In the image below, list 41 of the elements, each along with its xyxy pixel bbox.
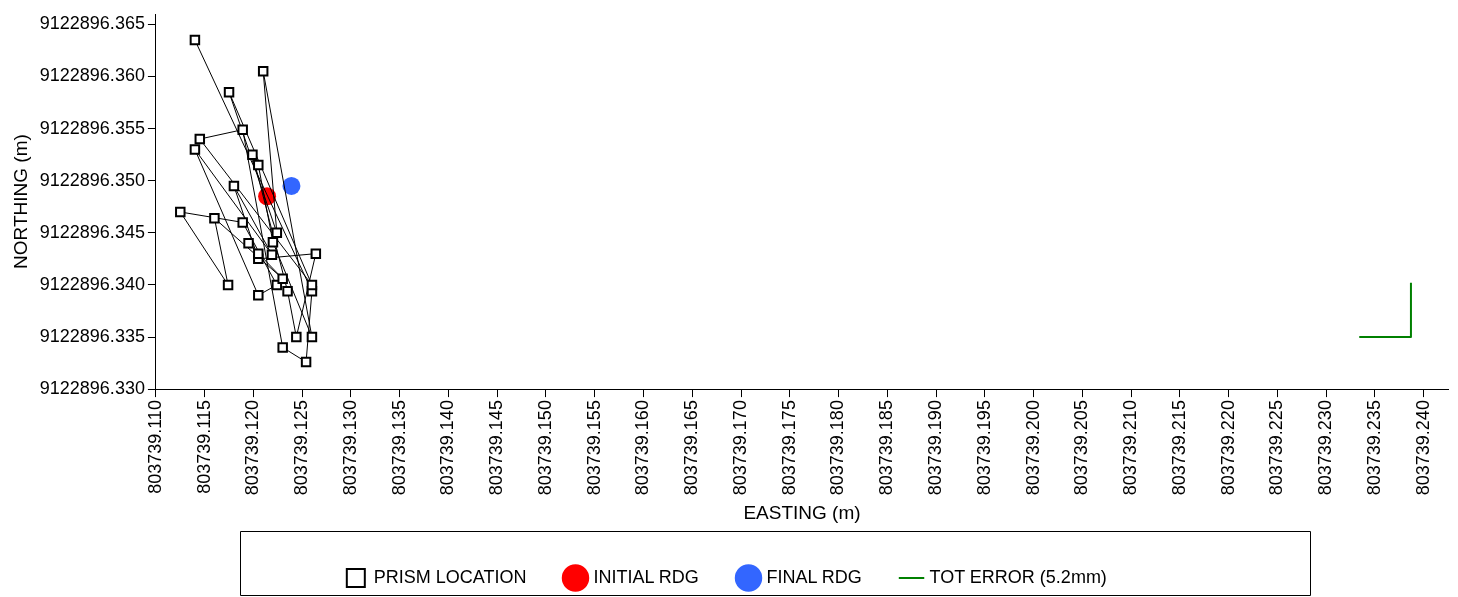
y-tick-label: 9122896.365	[39, 13, 145, 34]
x-tick-label: 803739.170	[729, 400, 750, 496]
y-tick-label: 9122896.350	[39, 169, 145, 190]
x-tick-label: 803739.115	[193, 400, 214, 494]
x-tick-label: 803739.200	[1022, 400, 1043, 496]
x-tick-label: 803739.165	[681, 400, 702, 496]
y-tick-label: 9122896.330	[39, 378, 145, 399]
x-tick-label: 803739.140	[437, 400, 458, 496]
x-tick-label: 803739.230	[1315, 400, 1336, 496]
x-tick-label: 803739.225	[1266, 400, 1287, 496]
x-tick-label: 803739.175	[778, 400, 799, 496]
x-tick-label: 803739.185	[876, 400, 897, 496]
x-axis-title: EASTING (m)	[743, 501, 861, 523]
y-axis-title: NORTHING (m)	[9, 134, 31, 269]
x-tick-label: 803739.110	[144, 400, 165, 494]
y-tick-label: 9122896.355	[39, 117, 145, 138]
legend-label: PRISM LOCATION	[373, 566, 527, 587]
x-tick-label: 803739.155	[583, 400, 604, 496]
x-tick-label: 803739.190	[925, 400, 946, 496]
x-tick-label: 803739.130	[339, 400, 360, 496]
x-tick-label: 803739.240	[1412, 400, 1433, 496]
y-tick-label: 9122896.345	[39, 221, 145, 242]
x-tick-label: 803739.195	[973, 400, 994, 496]
x-tick-label: 803739.120	[242, 400, 263, 496]
x-tick-label: 803739.210	[1120, 400, 1141, 496]
x-tick-label: 803739.235	[1363, 400, 1384, 496]
x-tick-label: 803739.220	[1217, 400, 1238, 496]
legend-label: INITIAL RDG	[593, 566, 699, 587]
x-tick-label: 803739.150	[534, 400, 555, 496]
legend-label: FINAL RDG	[766, 566, 862, 587]
x-tick-label: 803739.145	[486, 400, 507, 496]
x-tick-label: 803739.180	[827, 400, 848, 496]
x-tick-label: 803739.160	[632, 400, 653, 496]
x-tick-label: 803739.205	[1071, 400, 1092, 496]
x-tick-label: 803739.135	[388, 400, 409, 496]
y-tick-label: 9122896.340	[39, 273, 145, 294]
legend-label: TOT ERROR (5.2mm)	[929, 566, 1107, 587]
x-tick-label: 803739.125	[291, 400, 312, 496]
y-tick-label: 9122896.360	[39, 65, 145, 86]
x-tick-label: 803739.215	[1168, 400, 1189, 496]
y-tick-label: 9122896.335	[39, 325, 145, 346]
